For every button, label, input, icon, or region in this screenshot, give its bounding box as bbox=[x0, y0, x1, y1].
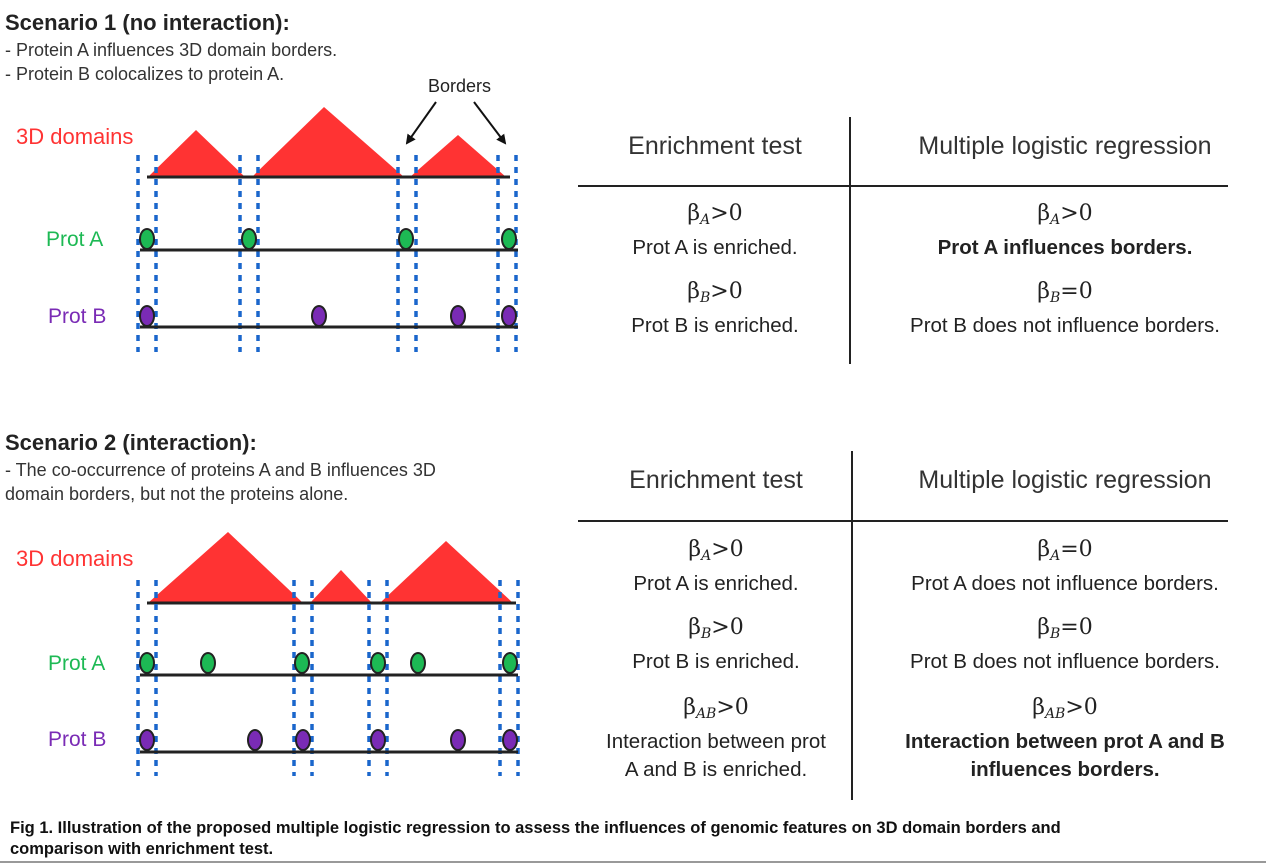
prot-a-marker bbox=[370, 652, 386, 674]
scenario2-desc-line: domain borders, but not the proteins alo… bbox=[5, 484, 349, 504]
table-header-regression: Multiple logistic regression bbox=[918, 466, 1212, 494]
prot-a-marker bbox=[294, 652, 310, 674]
scenario2-desc-line: - The co-occurrence of proteins A and B … bbox=[5, 460, 436, 480]
domains-label: 3D domains bbox=[16, 124, 134, 149]
prot-a-marker bbox=[501, 228, 517, 250]
prot-a-marker bbox=[502, 652, 518, 674]
prot-b-marker bbox=[139, 729, 155, 751]
beta-formula: βA=0 bbox=[1037, 537, 1093, 564]
table-cell: βB>0 Prot B is enriched. bbox=[580, 278, 850, 340]
prot-b-marker bbox=[295, 729, 311, 751]
prot-a-marker bbox=[200, 652, 216, 674]
prot-a-marker bbox=[139, 652, 155, 674]
scenario1-prot-a-track bbox=[139, 228, 518, 252]
scenario1-border-lines bbox=[136, 155, 518, 352]
prot-b-marker bbox=[247, 729, 263, 751]
table-cell: βA>0 Prot A is enriched. bbox=[580, 200, 850, 262]
prot-b-marker bbox=[311, 305, 327, 327]
scenario1-table-lines bbox=[578, 117, 1228, 364]
prot-b-marker bbox=[502, 729, 518, 751]
table-header-regression: Multiple logistic regression bbox=[918, 132, 1212, 160]
domain-triangle bbox=[252, 107, 404, 177]
table-cell: βB=0 Prot B does not influence borders. bbox=[854, 614, 1266, 676]
beta-formula: βB=0 bbox=[1037, 615, 1093, 642]
prot-b-label: Prot B bbox=[48, 728, 107, 751]
prot-a-marker bbox=[410, 652, 426, 674]
scenario1-domains bbox=[147, 107, 510, 179]
domain-triangle bbox=[148, 130, 245, 177]
borders-arrows bbox=[405, 101, 507, 145]
beta-formula: βA>0 bbox=[688, 537, 744, 564]
prot-a-label: Prot A bbox=[48, 652, 106, 675]
figure-caption-line: Fig 1. Illustration of the proposed mult… bbox=[10, 819, 1061, 837]
beta-formula: βB>0 bbox=[688, 615, 744, 642]
prot-a-marker bbox=[398, 228, 414, 250]
domain-triangle bbox=[310, 570, 372, 603]
prot-a-marker bbox=[241, 228, 257, 250]
prot-a-label: Prot A bbox=[46, 228, 104, 251]
domains-label: 3D domains bbox=[16, 546, 134, 571]
scenario2-prot-b-track bbox=[139, 729, 518, 754]
prot-b-marker bbox=[450, 729, 466, 751]
borders-label: Borders bbox=[428, 76, 492, 96]
scenario2-domains bbox=[147, 532, 516, 605]
beta-formula: βAB>0 bbox=[1032, 695, 1098, 722]
prot-b-marker bbox=[139, 305, 155, 327]
domain-triangle bbox=[148, 532, 303, 603]
table-header-enrichment: Enrichment test bbox=[629, 466, 803, 494]
scenario2-border-lines bbox=[136, 580, 520, 776]
beta-formula: βA>0 bbox=[687, 201, 743, 228]
arrow bbox=[405, 101, 437, 145]
table-cell: βAB>0 Interaction between prot A and B i… bbox=[854, 694, 1266, 784]
beta-formula: βB>0 bbox=[687, 279, 743, 306]
arrow bbox=[473, 101, 507, 145]
figure-caption-line: comparison with enrichment test. bbox=[10, 840, 274, 858]
table-cell: βB=0 Prot B does not influence borders. bbox=[852, 278, 1266, 340]
scenario2-table-lines bbox=[578, 451, 1228, 800]
table-cell: βAB>0 Interaction between prot A and B i… bbox=[580, 694, 852, 784]
beta-formula: βB=0 bbox=[1037, 279, 1093, 306]
table-cell: βA=0 Prot A does not influence borders. bbox=[854, 536, 1266, 598]
table-header-enrichment: Enrichment test bbox=[628, 132, 802, 160]
prot-b-marker bbox=[370, 729, 386, 751]
beta-formula: βA>0 bbox=[1037, 201, 1093, 228]
prot-a-marker bbox=[139, 228, 155, 250]
scenario2-prot-a-track bbox=[139, 652, 518, 677]
scenario1-desc-line: - Protein A influences 3D domain borders… bbox=[5, 40, 338, 60]
scenario1-title: Scenario 1 (no interaction): bbox=[5, 10, 290, 35]
domain-triangle bbox=[380, 541, 513, 603]
table-cell: βA>0 Prot A influences borders. bbox=[852, 200, 1266, 262]
table-cell: βB>0 Prot B is enriched. bbox=[580, 614, 852, 676]
prot-b-label: Prot B bbox=[48, 305, 107, 328]
scenario1-desc-line: - Protein B colocalizes to protein A. bbox=[5, 64, 285, 84]
domain-triangle bbox=[410, 135, 506, 177]
scenario2-title: Scenario 2 (interaction): bbox=[5, 430, 257, 455]
beta-formula: βAB>0 bbox=[683, 695, 749, 722]
table-cell: βA>0 Prot A is enriched. bbox=[580, 536, 852, 598]
prot-b-marker bbox=[450, 305, 466, 327]
scenario1-prot-b-track bbox=[139, 305, 518, 329]
prot-b-marker bbox=[501, 305, 517, 327]
